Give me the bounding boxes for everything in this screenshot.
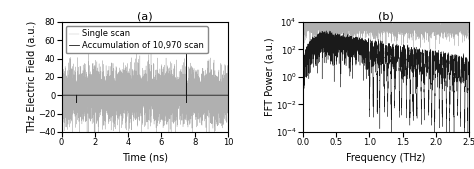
Title: (b): (b)	[378, 11, 394, 21]
Y-axis label: FFT Power (a.u.): FFT Power (a.u.)	[264, 38, 274, 116]
Accumulation of 10,970 scan	[183, 37, 189, 39]
Single scan	[86, 46, 91, 49]
Single scan	[164, 95, 170, 98]
Single scan	[225, 93, 231, 95]
Accumulation of 10,970 scan	[67, 94, 73, 96]
Line: Single scan: Single scan	[62, 47, 228, 144]
Legend: Single scan, Accumulation of 10,970 scan: Single scan, Accumulation of 10,970 scan	[66, 26, 208, 53]
Single scan	[119, 94, 125, 96]
Accumulation of 10,970 scan	[74, 102, 80, 104]
X-axis label: Frequency (THz): Frequency (THz)	[346, 153, 426, 163]
Accumulation of 10,970 scan	[157, 94, 163, 96]
Title: (a): (a)	[137, 11, 153, 21]
Accumulation of 10,970 scan	[182, 94, 188, 96]
Accumulation of 10,970 scan	[59, 94, 64, 96]
Y-axis label: THz Electric Field (a.u.): THz Electric Field (a.u.)	[27, 21, 36, 133]
Line: Accumulation of 10,970 scan: Accumulation of 10,970 scan	[62, 38, 228, 103]
Single scan	[191, 84, 197, 87]
Single scan	[157, 94, 163, 96]
Single scan	[59, 98, 64, 100]
Accumulation of 10,970 scan	[119, 94, 125, 96]
Accumulation of 10,970 scan	[191, 94, 197, 96]
Single scan	[190, 143, 195, 145]
Single scan	[182, 107, 188, 109]
X-axis label: Time (ns): Time (ns)	[122, 153, 168, 163]
Accumulation of 10,970 scan	[225, 94, 231, 96]
Accumulation of 10,970 scan	[164, 94, 170, 96]
Single scan	[67, 86, 73, 88]
